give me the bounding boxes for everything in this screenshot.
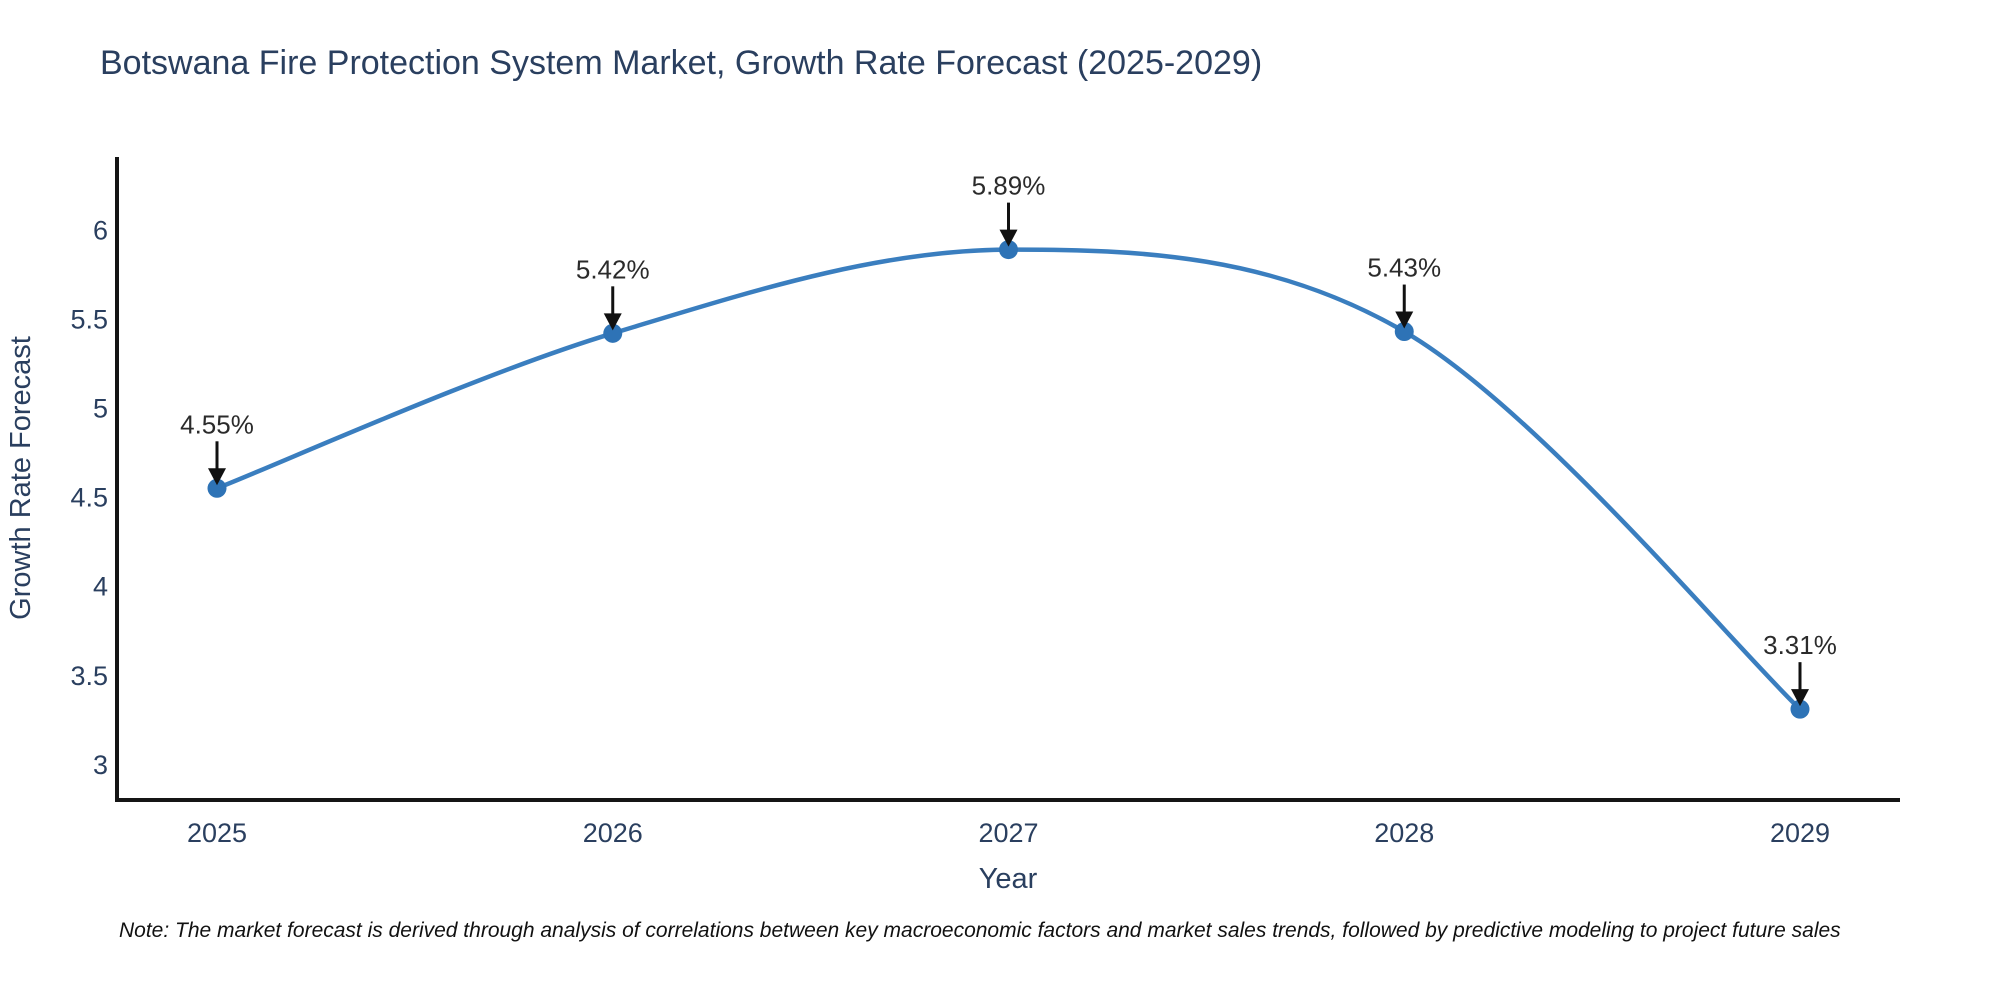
annotations-group: 4.55% 5.42% 5.89% 5.43% 3.31% [180,171,1837,707]
x-tick-label: 2027 [978,818,1038,848]
annotation-arrow-head [208,468,226,486]
y-tick-label: 6 [93,215,108,245]
x-tick-label: 2029 [1770,818,1830,848]
y-axis-title: Growth Rate Forecast [5,336,37,620]
data-point-marker [1790,699,1810,719]
annotation-arrow-head [1791,689,1809,707]
y-tick-label: 3 [93,750,108,780]
x-tick-label: 2028 [1374,818,1434,848]
annotation-arrow-head [999,229,1018,247]
x-tick-label: 2025 [187,818,247,848]
series-group [207,240,1810,719]
data-point-label: 5.42% [576,254,650,284]
data-point-marker [999,240,1018,260]
y-tick-label: 3.5 [70,661,108,691]
data-point-marker [207,478,227,498]
y-tick-label: 4.5 [70,483,108,513]
data-point-label: 3.31% [1763,630,1837,660]
x-tick-label: 2026 [583,818,643,848]
tick-labels-group: 3 3.5 4 4.5 5 5.5 6 2025 2026 2027 2028 2029 [70,215,1830,848]
data-point-label: 5.89% [972,171,1046,201]
chart-title: Botswana Fire Protection System Market, … [100,44,1263,82]
footnote: Note: The market forecast is derived thr… [119,919,1841,942]
x-axis-title: Year [979,863,1038,895]
data-point-label: 5.43% [1367,253,1441,283]
y-tick-label: 4 [93,572,108,602]
y-tick-label: 5.5 [70,305,108,335]
data-point-marker [603,323,623,343]
annotation-arrow-head [603,313,622,331]
data-point-marker [1394,322,1414,342]
axes-group [115,157,1900,802]
y-tick-label: 5 [93,394,108,424]
annotation-arrow-head [1395,311,1414,329]
trend-line [214,247,1803,712]
data-point-label: 4.55% [180,409,254,439]
